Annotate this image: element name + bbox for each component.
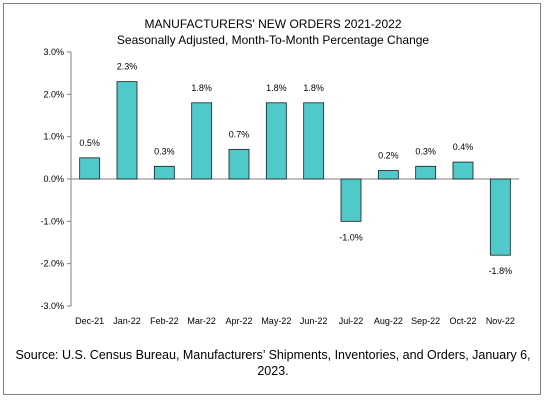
data-label: 2.3% xyxy=(117,62,138,72)
bar xyxy=(415,165,437,180)
data-label: -1.0% xyxy=(339,232,363,242)
chart-frame xyxy=(3,3,541,395)
x-category-label: Oct-22 xyxy=(449,316,476,326)
x-category-label: May-22 xyxy=(261,316,291,326)
data-label: 1.8% xyxy=(266,83,287,93)
x-category-label: Mar-22 xyxy=(187,316,216,326)
data-label: 1.8% xyxy=(303,83,324,93)
x-category-label: Jun-22 xyxy=(300,316,328,326)
y-tick-label: -2.0% xyxy=(40,259,64,269)
x-category-label: Nov-22 xyxy=(486,316,515,326)
data-label: 0.4% xyxy=(453,142,474,152)
y-tick-label: 3.0% xyxy=(43,47,64,57)
y-tick-label: 0.0% xyxy=(43,174,64,184)
x-category-label: Jul-22 xyxy=(339,316,364,326)
bar xyxy=(79,157,101,180)
bar xyxy=(116,81,138,180)
data-label: 0.3% xyxy=(415,146,436,156)
x-category-label: Dec-21 xyxy=(75,316,104,326)
y-tick-label: 2.0% xyxy=(43,89,64,99)
bar xyxy=(303,102,325,180)
data-label: 0.7% xyxy=(229,129,250,139)
source-note: Source: U.S. Census Bureau, Manufacturer… xyxy=(15,348,531,378)
chart-title: MANUFACTURERS' NEW ORDERS 2021-2022 xyxy=(144,17,402,31)
bar xyxy=(377,170,399,180)
bar xyxy=(191,102,213,180)
y-tick-label: -3.0% xyxy=(40,301,64,311)
bar xyxy=(489,178,511,256)
bar xyxy=(153,165,175,180)
chart-subtitle: Seasonally Adjusted, Month-To-Month Perc… xyxy=(116,33,430,47)
x-category-label: Aug-22 xyxy=(374,316,403,326)
data-label: 0.3% xyxy=(154,146,175,156)
bar xyxy=(228,148,250,180)
data-label: -1.8% xyxy=(489,266,513,276)
x-category-label: Apr-22 xyxy=(225,316,252,326)
bar xyxy=(452,161,474,180)
y-tick-label: -1.0% xyxy=(40,216,64,226)
x-category-label: Jan-22 xyxy=(113,316,141,326)
x-category-label: Feb-22 xyxy=(150,316,179,326)
bar xyxy=(340,178,362,222)
data-label: 0.5% xyxy=(79,138,100,148)
x-category-label: Sep-22 xyxy=(411,316,440,326)
data-label: 1.8% xyxy=(191,83,212,93)
y-tick-label: 1.0% xyxy=(43,132,64,142)
data-label: 0.2% xyxy=(378,151,399,161)
bar xyxy=(265,102,287,180)
